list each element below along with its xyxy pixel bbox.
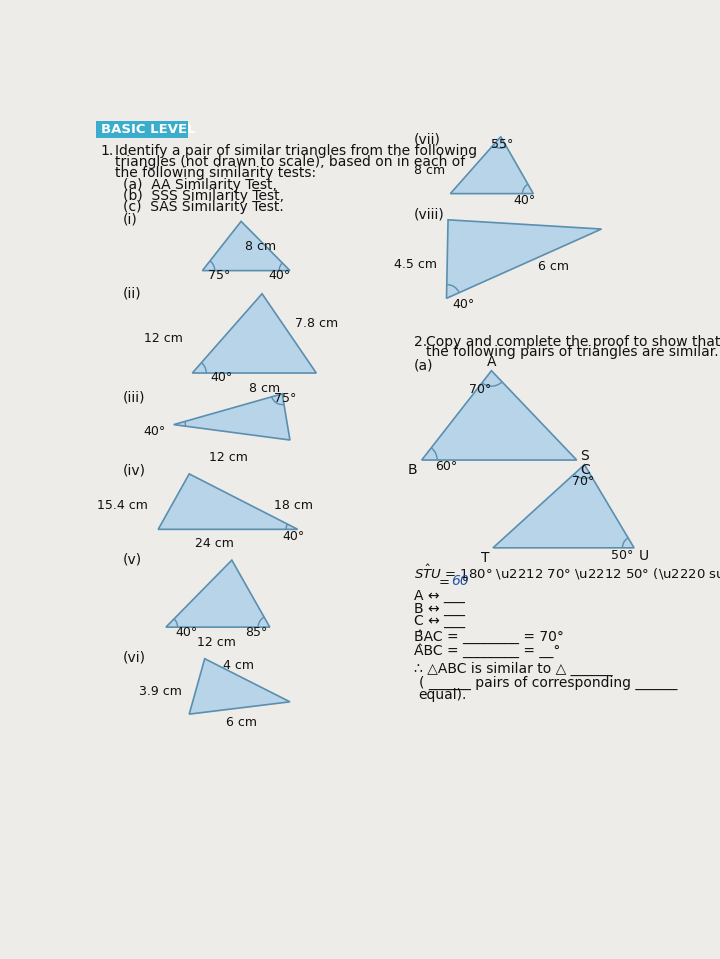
Text: S: S xyxy=(580,449,589,463)
Text: 40°: 40° xyxy=(144,425,166,437)
Text: BASIC LEVEL: BASIC LEVEL xyxy=(101,123,195,136)
Text: (iii): (iii) xyxy=(122,390,145,405)
Polygon shape xyxy=(202,222,290,270)
Text: (viii): (viii) xyxy=(414,207,445,222)
Text: 40°: 40° xyxy=(269,269,290,282)
Polygon shape xyxy=(174,394,290,440)
Text: 6 cm: 6 cm xyxy=(225,715,256,729)
Text: (i): (i) xyxy=(122,212,138,226)
Polygon shape xyxy=(422,371,577,460)
Text: 50°: 50° xyxy=(611,549,633,562)
Text: 75°: 75° xyxy=(208,269,230,282)
Text: the following similarity tests:: the following similarity tests: xyxy=(114,166,316,180)
Text: 70°: 70° xyxy=(469,383,492,396)
Text: 60: 60 xyxy=(451,574,469,588)
Polygon shape xyxy=(166,560,270,627)
Text: (iv): (iv) xyxy=(122,463,145,478)
Text: C: C xyxy=(580,463,590,478)
Text: 7.8 cm: 7.8 cm xyxy=(294,316,338,330)
Text: 55°: 55° xyxy=(492,138,514,152)
Text: ∴ △ABC is similar to △ ______: ∴ △ABC is similar to △ ______ xyxy=(414,662,613,676)
Polygon shape xyxy=(192,293,316,373)
Text: ÂBC = ________ = __°: ÂBC = ________ = __° xyxy=(414,643,560,658)
Text: 18 cm: 18 cm xyxy=(274,499,313,511)
Text: 4.5 cm: 4.5 cm xyxy=(395,258,437,270)
Text: B: B xyxy=(408,463,417,478)
Text: 6 cm: 6 cm xyxy=(538,260,569,273)
Text: 8 cm: 8 cm xyxy=(245,240,276,253)
Text: 12 cm: 12 cm xyxy=(144,332,183,345)
Text: $S\hat{T}U$ = 180° \u2212 70° \u2212 50° (\u2220 sum of a \u25b3): $S\hat{T}U$ = 180° \u2212 70° \u2212 50°… xyxy=(414,563,720,582)
Text: 12 cm: 12 cm xyxy=(197,637,235,649)
Text: C ↔ ___: C ↔ ___ xyxy=(414,614,465,628)
Text: =: = xyxy=(438,575,454,589)
Text: the following pairs of triangles are similar.: the following pairs of triangles are sim… xyxy=(426,345,719,360)
Text: (v): (v) xyxy=(122,552,142,567)
Text: 70°: 70° xyxy=(572,476,595,488)
Text: A ↔ ___: A ↔ ___ xyxy=(414,590,465,603)
Polygon shape xyxy=(493,465,634,548)
Text: Copy and complete the proof to show that each of: Copy and complete the proof to show that… xyxy=(426,335,720,348)
Text: °: ° xyxy=(462,575,469,589)
Text: (a): (a) xyxy=(414,359,433,372)
Text: A: A xyxy=(487,355,496,369)
Text: 40°: 40° xyxy=(453,298,475,312)
Text: 40°: 40° xyxy=(282,530,305,543)
Text: 85°: 85° xyxy=(245,626,267,640)
Polygon shape xyxy=(158,474,297,529)
Text: 15.4 cm: 15.4 cm xyxy=(97,499,148,511)
Text: 75°: 75° xyxy=(274,392,297,406)
Text: 12 cm: 12 cm xyxy=(209,451,248,464)
FancyBboxPatch shape xyxy=(96,121,188,138)
Text: 8 cm: 8 cm xyxy=(249,382,280,394)
Text: 40°: 40° xyxy=(210,371,233,385)
Text: B ↔ ___: B ↔ ___ xyxy=(414,601,465,616)
Polygon shape xyxy=(446,220,601,298)
Text: 24 cm: 24 cm xyxy=(194,537,233,550)
Text: T: T xyxy=(482,550,490,565)
Text: 3.9 cm: 3.9 cm xyxy=(138,685,181,698)
Text: (vii): (vii) xyxy=(414,132,441,146)
Text: 2.: 2. xyxy=(414,335,427,348)
Text: (b)  SSS Similarity Test,: (b) SSS Similarity Test, xyxy=(122,189,284,203)
Text: Identify a pair of similar triangles from the following: Identify a pair of similar triangles fro… xyxy=(114,145,477,158)
Text: (a)  AA Similarity Test,: (a) AA Similarity Test, xyxy=(122,178,276,192)
Text: 1.: 1. xyxy=(101,145,114,158)
Text: (ii): (ii) xyxy=(122,286,141,300)
Text: 4 cm: 4 cm xyxy=(223,659,254,671)
Text: U: U xyxy=(639,550,649,563)
Text: B̂AC = ________ = 70°: B̂AC = ________ = 70° xyxy=(414,629,564,644)
Text: ( ______ pairs of corresponding ______: ( ______ pairs of corresponding ______ xyxy=(418,676,677,690)
Text: 40°: 40° xyxy=(513,194,536,206)
Text: (c)  SAS Similarity Test.: (c) SAS Similarity Test. xyxy=(122,199,283,214)
Polygon shape xyxy=(189,659,290,714)
Text: equal).: equal). xyxy=(418,688,467,702)
Polygon shape xyxy=(451,136,534,194)
Text: triangles (not drawn to scale), based on in each of: triangles (not drawn to scale), based on… xyxy=(114,155,465,169)
Text: 40°: 40° xyxy=(175,626,197,640)
Text: 60°: 60° xyxy=(435,460,457,473)
Text: 8 cm: 8 cm xyxy=(414,164,445,177)
Text: (vi): (vi) xyxy=(122,650,145,665)
